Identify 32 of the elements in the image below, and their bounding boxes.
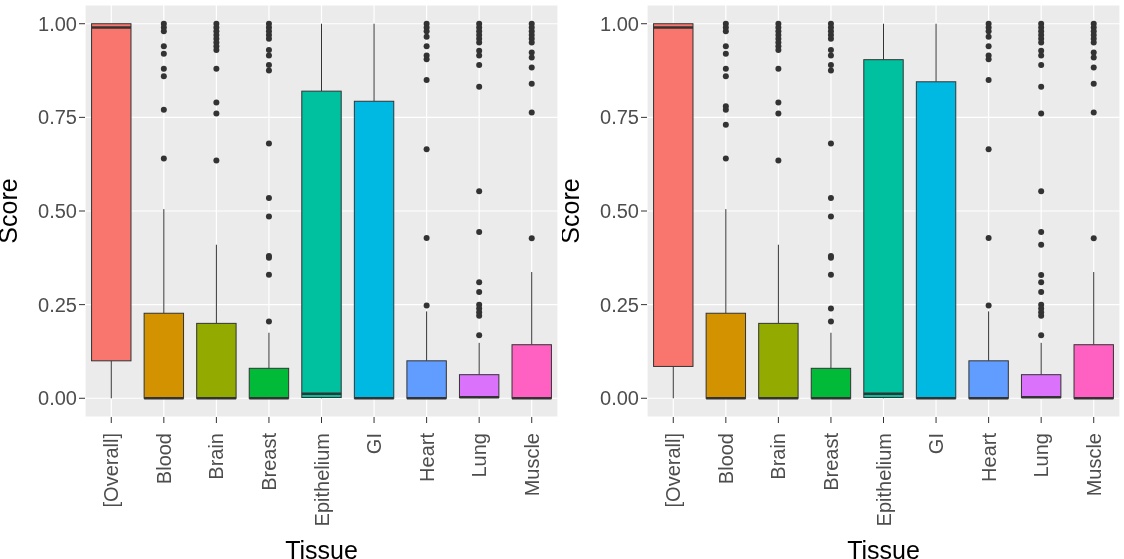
y-axis-title: Score xyxy=(0,178,22,244)
y-tick-label: 0.25 xyxy=(38,293,77,316)
y-axis-title: Score xyxy=(555,178,584,244)
x-axis-title: Tissue xyxy=(847,536,920,559)
y-tick-label: 1.00 xyxy=(38,12,77,35)
y-tick-label: 0.00 xyxy=(38,387,77,410)
x-tick-label: Brain xyxy=(205,433,228,480)
y-tick-label: 0.75 xyxy=(600,106,639,129)
x-tick-label: Muscle xyxy=(520,433,543,497)
x-tick-label: Brain xyxy=(767,433,790,480)
x-tick-label: GI xyxy=(363,433,386,455)
x-tick-label: Muscle xyxy=(1082,433,1105,497)
y-tick-label: 0.75 xyxy=(38,106,77,129)
x-tick-label: [Overall] xyxy=(100,433,123,508)
y-tick-label: 0.25 xyxy=(600,293,639,316)
y-tick-label: 1.00 xyxy=(600,12,639,35)
x-tick-label: Heart xyxy=(977,432,1000,482)
x-axis-title: Tissue xyxy=(285,536,358,559)
y-tick-label: 0.50 xyxy=(600,200,639,223)
x-tick-label: Heart xyxy=(415,432,438,482)
x-tick-label: Epithelium xyxy=(872,433,895,527)
x-tick-label: Lung xyxy=(1030,433,1053,478)
x-tick-label: Blood xyxy=(152,433,175,485)
x-tick-label: Breast xyxy=(819,432,842,491)
x-tick-label: Blood xyxy=(714,433,737,485)
y-tick-label: 0.00 xyxy=(600,387,639,410)
x-tick-label: [Overall] xyxy=(662,433,685,508)
x-tick-label: Breast xyxy=(257,432,280,491)
y-tick-label: 0.50 xyxy=(38,200,77,223)
x-tick-label: Lung xyxy=(468,433,491,478)
x-tick-label: Epithelium xyxy=(310,433,333,527)
x-tick-label: GI xyxy=(925,433,948,455)
